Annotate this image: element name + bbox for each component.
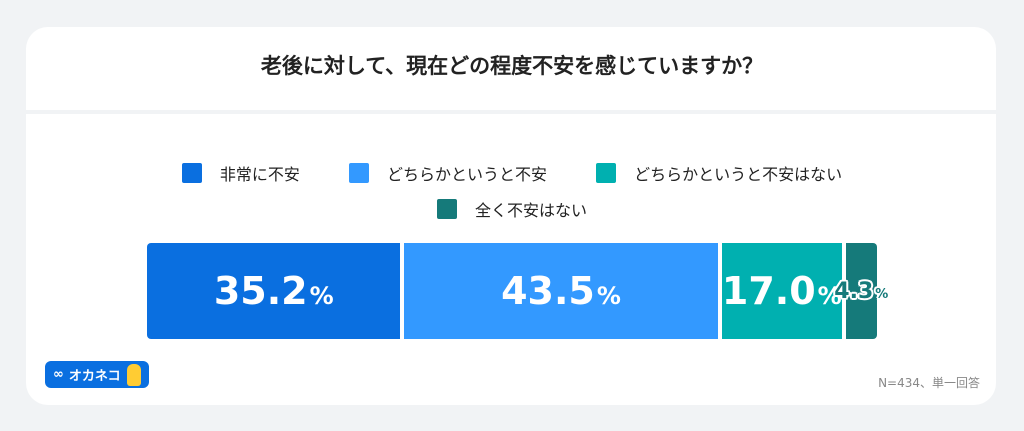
legend-label: 全く不安はない bbox=[474, 201, 587, 220]
data-label-value: 35.2 bbox=[213, 269, 308, 313]
chart-title: 老後に対して、現在どの程度不安を感じていますか？ bbox=[260, 54, 764, 78]
legend-label: どちらかというと不安 bbox=[386, 165, 547, 184]
legend-item: 非常に不安 bbox=[181, 161, 300, 185]
divider bbox=[26, 110, 996, 114]
chart-card bbox=[26, 27, 996, 405]
data-label: 17.0% bbox=[722, 269, 842, 313]
legend-item: どちらかというと不安はない bbox=[596, 161, 842, 185]
logo: ∞ オカネコ bbox=[45, 361, 149, 388]
legend-swatch bbox=[181, 163, 202, 183]
bar-segment: 35.2% bbox=[147, 243, 401, 339]
data-label-unit: % bbox=[817, 282, 842, 310]
legend-item: 全く不安はない bbox=[436, 197, 587, 221]
data-label-unit: % bbox=[309, 282, 334, 310]
legend-swatch bbox=[596, 163, 617, 183]
data-label: 35.2% bbox=[214, 269, 334, 313]
legend-row-2: 全く不安はない bbox=[0, 197, 1024, 223]
legend-swatch bbox=[436, 199, 457, 219]
data-label-unit: % bbox=[875, 286, 889, 302]
bar-segment: 43.5% bbox=[403, 243, 718, 339]
data-label-value: 17.0 bbox=[721, 269, 816, 313]
legend-label: どちらかというと不安はない bbox=[634, 165, 843, 184]
bar-segment: 4.3% bbox=[834, 243, 888, 339]
cat-mascot-icon bbox=[126, 363, 141, 386]
data-label: 4.3% bbox=[834, 279, 888, 304]
data-label-value: 4.3 bbox=[834, 278, 874, 304]
data-label-unit: % bbox=[596, 282, 621, 310]
logo-text: オカネコ bbox=[68, 369, 121, 384]
data-label-value: 43.5 bbox=[501, 269, 595, 313]
sample-note: N=434、単一回答 bbox=[878, 376, 980, 390]
bar-segment: 17.0% bbox=[721, 243, 843, 339]
legend-swatch bbox=[348, 163, 369, 183]
legend-item: どちらかというと不安 bbox=[348, 161, 547, 185]
legend-label: 非常に不安 bbox=[219, 165, 300, 184]
legend-row-1: 非常に不安 どちらかというと不安 どちらかというと不安はない bbox=[0, 161, 1024, 187]
data-label: 43.5% bbox=[501, 269, 621, 313]
infinity-icon: ∞ bbox=[53, 367, 64, 382]
